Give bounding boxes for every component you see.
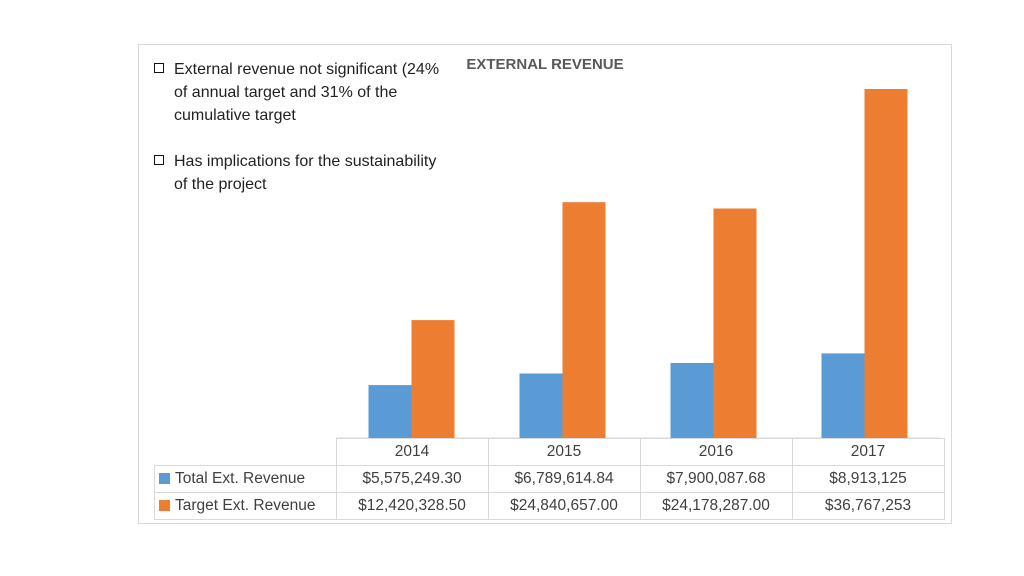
chart-title: EXTERNAL REVENUE [466,56,624,73]
bar-total-2016 [670,363,714,438]
legend-label: Target Ext. Revenue [175,497,316,514]
table-cell: $24,840,657.00 [487,492,641,520]
table-header-year: 2015 [487,438,641,466]
table-cell: $7,900,087.68 [639,465,793,493]
note-item: External revenue not significant (24% of… [154,58,454,127]
table-cell: $24,178,287.00 [639,492,793,520]
table-cell: $36,767,253 [791,492,945,520]
table-corner [155,439,337,466]
legend-entry-total: Total Ext. Revenue [154,465,337,493]
table-header-year: 2016 [639,438,793,466]
note-text: External revenue not significant (24% of… [174,61,440,124]
legend-entry-target: Target Ext. Revenue [154,492,337,520]
notes-list: External revenue not significant (24% of… [154,58,454,219]
bar-total-2015 [519,373,563,438]
bar-total-2014 [368,385,412,438]
table-cell: $8,913,125 [791,465,945,493]
table-header-row: 2014 2015 2016 2017 [155,438,945,466]
chart-frame [138,44,952,524]
table-cell: $12,420,328.50 [335,492,489,520]
legend-swatch-total [159,473,170,484]
bar-target-2017 [864,89,908,438]
legend-label: Total Ext. Revenue [175,470,306,487]
table-cell: $6,789,614.84 [487,465,641,493]
bar-target-2015 [562,202,606,438]
bar-total-2017 [821,353,865,438]
legend-swatch-target [159,500,170,511]
note-item: Has implications for the sustainability … [154,150,454,196]
bar-target-2014 [411,320,455,438]
table-row: Target Ext. Revenue $12,420,328.50 $24,8… [154,492,945,520]
checkbox-bullet-icon [154,155,164,165]
data-table: 2014 2015 2016 2017 Total Ext. Revenue $… [154,438,945,520]
table-row: Total Ext. Revenue $5,575,249.30 $6,789,… [154,465,945,493]
note-text: Has implications for the sustainability … [174,153,437,193]
table-header-year: 2014 [335,438,489,466]
table-cell: $5,575,249.30 [335,465,489,493]
table-header-year: 2017 [791,438,945,466]
checkbox-bullet-icon [154,63,164,73]
bar-target-2016 [713,208,757,438]
